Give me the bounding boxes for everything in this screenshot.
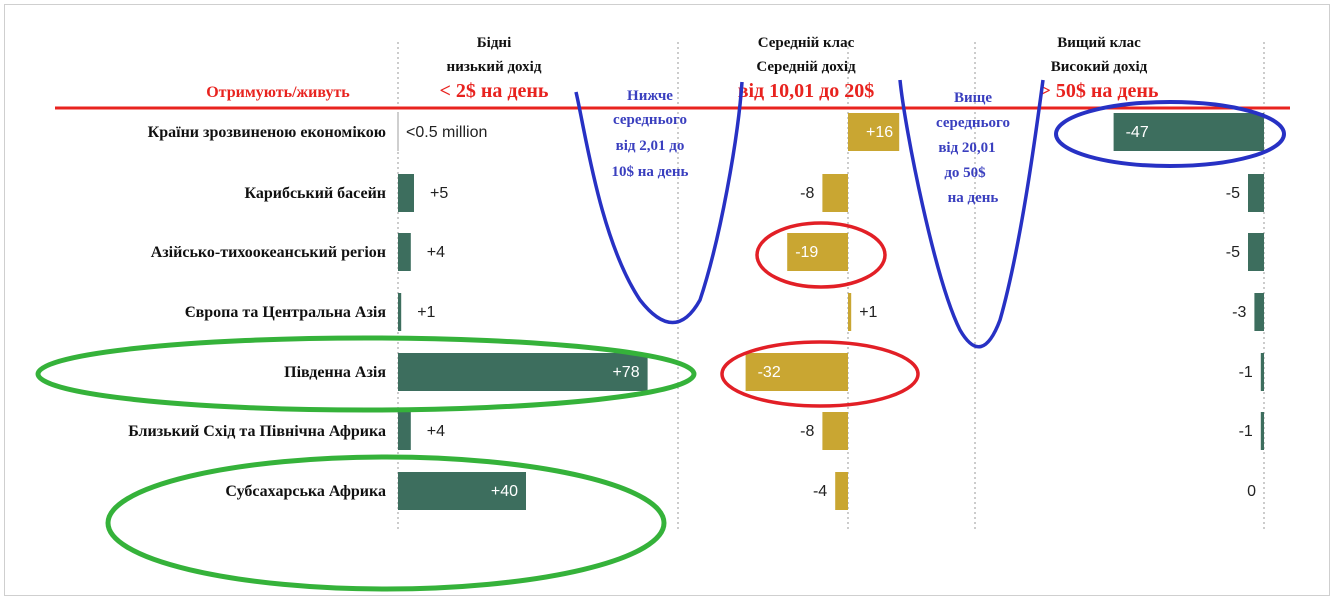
column-header-line-2: Середній дохід xyxy=(756,59,856,75)
bar xyxy=(398,472,526,510)
bar xyxy=(822,174,848,212)
band-label-line: 10$ на день xyxy=(612,164,689,180)
bar-value-label: -47 xyxy=(1126,124,1149,141)
bar-value-label: +5 xyxy=(430,185,448,202)
red-highlight-ellipse xyxy=(720,340,920,408)
bar xyxy=(822,412,848,450)
bar xyxy=(848,113,900,151)
blue-bracket-upper-middle xyxy=(898,79,1045,349)
bar xyxy=(1113,113,1264,151)
category-label: Карибський басейн xyxy=(244,185,386,202)
band-label-line: Нижче xyxy=(627,88,673,104)
bar xyxy=(398,174,414,212)
green-highlight-ellipse xyxy=(35,335,697,413)
bar xyxy=(848,293,852,331)
bar-value-label: -8 xyxy=(800,423,814,440)
green-highlight-ellipse xyxy=(105,454,667,592)
band-label-line: від 20,01 xyxy=(938,140,995,156)
bar-value-label: +40 xyxy=(491,483,518,500)
bar-value-label: +4 xyxy=(427,423,445,440)
bar-value-label: -8 xyxy=(800,185,814,202)
bar-value-label: -1 xyxy=(1239,423,1253,440)
bar xyxy=(835,472,848,510)
band-label-line: середнього xyxy=(613,112,687,128)
bar-value-label: +1 xyxy=(417,304,435,321)
category-label: Південна Азія xyxy=(284,364,386,381)
bar-value-label: -5 xyxy=(1226,185,1240,202)
bar xyxy=(787,233,848,271)
row-header-label: Отримують/живуть xyxy=(206,84,350,101)
category-label: Азійсько-тихоокеанський регіон xyxy=(151,244,386,261)
column-header-line-1: Середній клас xyxy=(758,35,855,51)
bar xyxy=(1248,174,1264,212)
bar xyxy=(398,233,411,271)
bar xyxy=(1254,293,1264,331)
column-header-line-2: низький дохід xyxy=(447,59,542,75)
column-range-label: від 10,01 до 20$ xyxy=(738,80,875,102)
figure-border xyxy=(4,4,1330,596)
bar xyxy=(398,353,648,391)
bar-value-label: +1 xyxy=(859,304,877,321)
bar-value-label: -32 xyxy=(758,364,781,381)
bar-value-label: <0.5 million xyxy=(406,124,487,141)
column-header-line-1: Вищий клас xyxy=(1057,35,1141,51)
band-label-line: Вище xyxy=(954,90,992,106)
bar-value-label: +16 xyxy=(866,124,893,141)
red-highlight-ellipse xyxy=(755,221,887,289)
column-header-line-2: Високий дохід xyxy=(1051,59,1148,75)
blue-bracket-lower-middle xyxy=(574,81,744,325)
bar xyxy=(398,293,402,331)
bar xyxy=(1260,412,1264,450)
band-label-line: середнього xyxy=(936,115,1010,131)
bar xyxy=(397,113,399,151)
bar-value-label: +4 xyxy=(427,244,445,261)
bar-value-label: -19 xyxy=(795,244,818,261)
blue-highlight-ellipse xyxy=(1054,100,1286,168)
column-range-label: < 2$ на день xyxy=(439,80,548,102)
band-label-line: від 2,01 до xyxy=(616,138,685,154)
category-label: Близький Схід та Північна Африка xyxy=(128,423,386,440)
band-label-line: до 50$ xyxy=(944,165,986,181)
bar-value-label: -4 xyxy=(813,483,827,500)
bar-value-label: 0 xyxy=(1247,483,1256,500)
bar xyxy=(745,353,848,391)
bar xyxy=(398,412,411,450)
bar-value-label: -1 xyxy=(1239,364,1253,381)
band-label-line: на день xyxy=(948,190,999,206)
category-label: Країни зрозвиненою економікою xyxy=(148,124,386,141)
column-header-line-1: Бідні xyxy=(477,35,511,51)
bar xyxy=(1260,353,1264,391)
bar xyxy=(1248,233,1264,271)
column-range-label: > 50$ на день xyxy=(1039,80,1158,102)
bar-value-label: +78 xyxy=(612,364,639,381)
bar-value-label: -3 xyxy=(1232,304,1246,321)
category-label: Субсахарська Африка xyxy=(225,483,386,500)
bar-value-label: -5 xyxy=(1226,244,1240,261)
category-label: Європа та Центральна Азія xyxy=(185,304,387,321)
